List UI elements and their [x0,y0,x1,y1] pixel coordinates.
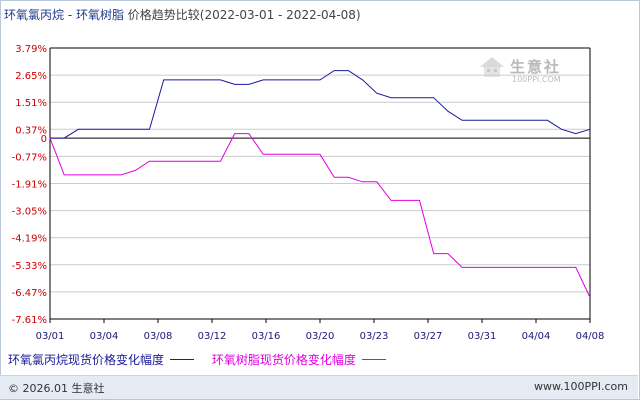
legend-item-series-b: 环氧树脂现货价格变化幅度 [212,351,386,368]
y-tick-label: -6.47% [12,288,47,299]
legend-item-series-a: 环氧氯丙烷现货价格变化幅度 [8,351,195,368]
footer-website-link[interactable]: www.100PPI.com [534,380,628,393]
chart-title: 环氧氯丙烷 - 环氧树脂 价格趋势比较(2022-03-01 - 2022-04… [4,6,361,23]
x-tick-label: 03/20 [306,331,335,342]
x-tick-label: 03/27 [414,331,443,342]
watermark-text: 生意社 [510,58,562,76]
series-line-epoxy-resin [49,133,591,298]
x-tick-label: 04/04 [522,331,551,342]
y-tick-label: -4.19% [12,234,47,245]
y-tick-label: 0 [41,134,47,145]
x-tick-label: 03/04 [90,331,119,342]
watermark-url: 100PPI.COM [512,75,561,84]
legend-swatch-series-b [361,359,386,360]
y-tick-label: -3.05% [12,207,47,218]
series-line-epichlorohydrin [50,70,591,139]
watermark-house-icon [480,57,504,77]
x-tick-label: 03/31 [468,331,497,342]
y-tick-label: -5.33% [12,261,47,272]
x-tick-label: 03/23 [360,331,389,342]
x-tick-label: 03/12 [198,331,227,342]
y-tick-label: -0.77% [12,152,47,163]
legend-swatch-series-a [170,359,195,360]
chart-title-main: 环氧氯丙烷 - 环氧树脂 [4,8,124,22]
x-tick-label: 03/08 [144,331,173,342]
y-tick-label: -7.61% [12,315,47,326]
y-tick-label: 2.65% [15,71,47,82]
y-tick-label: 1.51% [15,98,47,109]
chart-title-sub: 价格趋势比较(2022-03-01 - 2022-04-08) [127,8,361,22]
y-tick-label: 3.79% [15,44,47,55]
y-tick-label: 0.37% [15,125,47,136]
x-tick-label: 03/16 [252,331,281,342]
legend-label-series-a: 环氧氯丙烷现货价格变化幅度 [8,353,165,367]
legend-label-series-b: 环氧树脂现货价格变化幅度 [211,353,356,367]
y-tick-label: -1.91% [12,180,47,191]
x-tick-label: 03/01 [36,331,65,342]
x-tick-label: 04/08 [576,331,605,342]
footer-bar: © 2026.01 生意社 www.100PPI.com [0,375,638,399]
chart-legend: 环氧氯丙烷现货价格变化幅度 环氧树脂现货价格变化幅度 [8,351,400,368]
footer-copyright: © 2026.01 生意社 [8,382,105,395]
